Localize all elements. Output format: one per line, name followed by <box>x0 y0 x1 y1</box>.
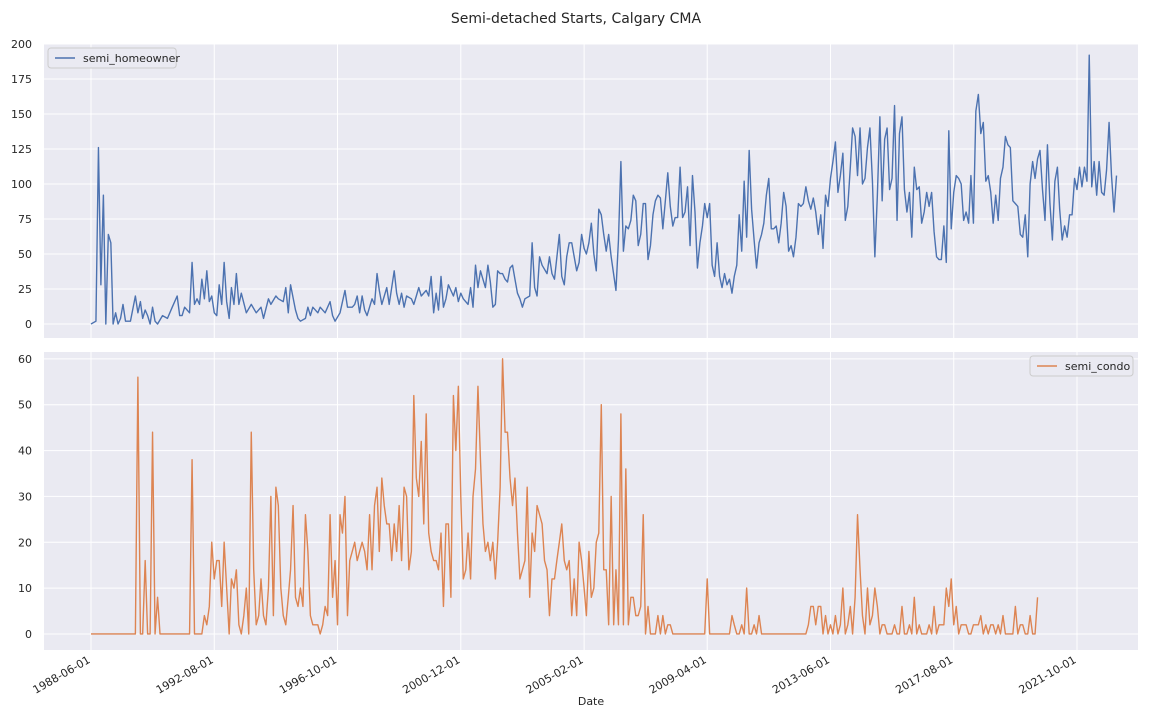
x-tick-label: 2000-12-01 <box>400 653 462 696</box>
y-tick-label: 20 <box>18 536 32 549</box>
plot-background <box>44 352 1138 650</box>
y-tick-label: 10 <box>18 582 32 595</box>
y-tick-label: 200 <box>11 38 32 51</box>
panel-1: 0 25 50 75 100 125 150 175 200 semi_homeowner <box>11 38 1138 338</box>
x-tick-label: 1988-06-01 <box>31 653 93 696</box>
y-tick-label: 0 <box>25 628 32 641</box>
legend-box <box>47 47 177 69</box>
legend-label: semi_condo <box>1065 360 1131 373</box>
x-tick-label: 1996-10-01 <box>277 653 339 696</box>
legend-box <box>1029 355 1134 377</box>
y-tick-label: 60 <box>18 353 32 366</box>
legend-label: semi_homeowner <box>83 52 180 65</box>
x-axis-label: Date <box>578 695 605 708</box>
legend: semi_homeowner <box>47 47 180 69</box>
y-tick-label: 75 <box>18 213 32 226</box>
y-tick-label: 100 <box>11 178 32 191</box>
x-tick-label: 2013-06-01 <box>770 653 832 696</box>
series-line-semi_condo <box>91 358 1039 635</box>
y-tick-label: 50 <box>18 248 32 261</box>
series-line-semi_homeowner <box>90 54 1118 325</box>
x-tick-label: 2009-04-01 <box>647 653 709 696</box>
legend: semi_condo <box>1029 355 1134 377</box>
y-tick-label: 50 <box>18 399 32 412</box>
x-tick-label: 2021-10-01 <box>1017 653 1079 696</box>
x-tick-label: 1992-08-01 <box>154 653 216 696</box>
x-tick-label: 2017-08-01 <box>893 653 955 696</box>
y-tick-label: 40 <box>18 445 32 458</box>
y-tick-label: 25 <box>18 283 32 296</box>
y-tick-label: 175 <box>11 73 32 86</box>
x-tick-label: 2005-02-01 <box>524 653 586 696</box>
y-tick-label: 125 <box>11 143 32 156</box>
y-tick-label: 150 <box>11 108 32 121</box>
chart-title: Semi-detached Starts, Calgary CMA <box>450 11 702 27</box>
y-tick-label: 30 <box>18 490 32 503</box>
panel-2: 0 10 20 30 40 50 60 semi_condo <box>18 352 1138 650</box>
y-tick-label: 0 <box>25 318 32 331</box>
